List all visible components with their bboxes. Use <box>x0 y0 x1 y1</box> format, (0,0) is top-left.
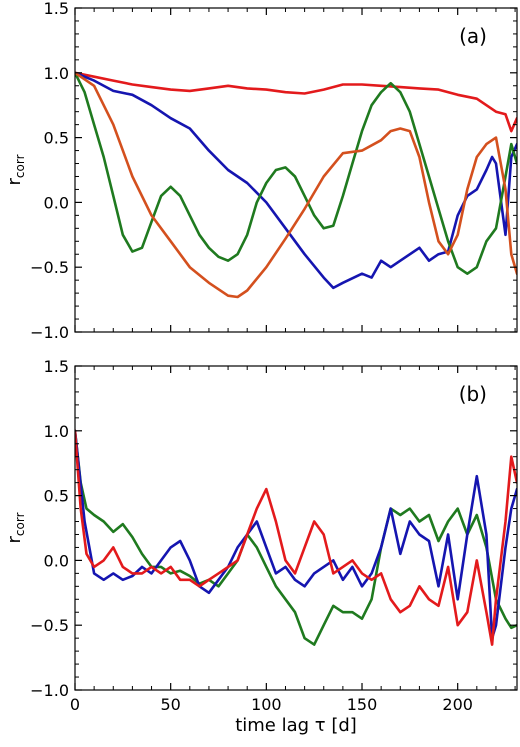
y-axis-title-a: rcorr <box>4 154 27 185</box>
series-line-a-2 <box>75 71 517 275</box>
series-line-b-1 <box>75 429 517 640</box>
y-tick-label-b-4: 1.0 <box>44 422 69 441</box>
x-tick-label-b-1: 50 <box>160 695 180 714</box>
y-tick-label-b-3: 0.5 <box>44 487 69 506</box>
y-tick-label-a-2: 0.0 <box>44 193 69 212</box>
panel-label-b: (b) <box>459 382 487 406</box>
x-axis-title: time lag τ [d] <box>235 715 357 736</box>
y-axis-title-sub-a: corr <box>13 154 27 178</box>
y-tick-label-b-1: −0.5 <box>30 616 69 635</box>
x-tick-label-b-4: 200 <box>442 695 473 714</box>
y-tick-label-a-5: 1.5 <box>44 0 69 18</box>
y-axis-title-main-b: r <box>4 536 25 544</box>
panel-label-a: (a) <box>459 24 487 48</box>
x-tick-label-b-0: 0 <box>70 695 80 714</box>
y-tick-label-b-0: −1.0 <box>30 681 69 700</box>
y-tick-label-a-0: −1.0 <box>30 323 69 342</box>
y-tick-label-a-4: 1.0 <box>44 64 69 83</box>
series-line-b-0 <box>75 429 517 646</box>
y-tick-label-b-5: 1.5 <box>44 357 69 376</box>
y-axis-title-sub-b: corr <box>13 512 27 536</box>
axes-frame-a <box>74 7 518 333</box>
series-line-a-3 <box>75 71 517 299</box>
series-line-b-2 <box>75 429 517 646</box>
axes-frame-b <box>74 365 518 691</box>
series-line-a-0 <box>75 71 517 133</box>
y-tick-label-a-1: −0.5 <box>30 258 69 277</box>
y-axis-title-main-a: r <box>4 178 25 186</box>
y-axis-title-b: rcorr <box>4 512 27 543</box>
series-line-a-1 <box>75 71 517 290</box>
y-tick-label-a-3: 0.5 <box>44 129 69 148</box>
x-tick-label-b-2: 100 <box>251 695 282 714</box>
x-tick-label-b-3: 150 <box>347 695 378 714</box>
y-tick-label-b-2: 0.0 <box>44 551 69 570</box>
panel-b: −1.0 −0.5 0.0 0.5 1.0 1.5 0 50 100 150 200 (b) rcorr <box>4 357 518 714</box>
panel-a: −1.0 −0.5 0.0 0.5 1.0 1.5 (a) rcorr <box>4 0 518 342</box>
